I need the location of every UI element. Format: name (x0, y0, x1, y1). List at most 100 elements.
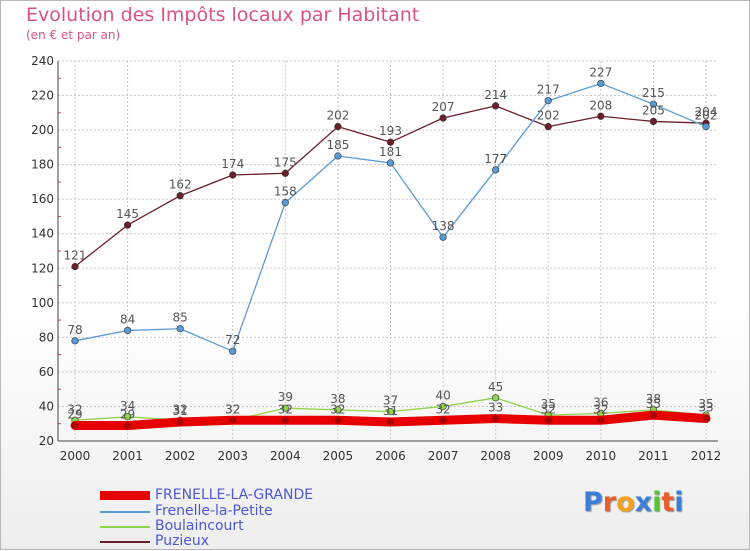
data-point-puzieux (649, 117, 658, 126)
data-label-frenelle-la-grande: 32 (225, 402, 240, 416)
data-label-puzieux: 207 (432, 100, 455, 114)
y-tick-label: 180 (31, 158, 54, 172)
data-point-puzieux (492, 102, 500, 110)
data-point-boulaincourt (281, 404, 289, 412)
data-point-puzieux (229, 171, 237, 179)
grid-lines (58, 60, 718, 441)
x-tick-label: 2009 (533, 449, 564, 463)
data-label-frenelle-la-petite: 217 (537, 83, 560, 97)
data-label-puzieux: 205 (642, 103, 665, 117)
data-label-frenelle-la-petite: 78 (67, 323, 82, 337)
data-point-frenelle-la-grande (544, 416, 552, 424)
data-point-boulaincourt (386, 408, 395, 416)
data-point-frenelle-la-grande (281, 416, 289, 424)
data-point-puzieux (334, 123, 342, 131)
data-label-frenelle-la-petite: 215 (642, 86, 665, 100)
data-point-boulaincourt (439, 402, 447, 411)
data-label-boulaincourt: 35 (698, 397, 713, 411)
data-point-frenelle-la-petite (281, 199, 289, 207)
data-label-frenelle-la-petite: 227 (589, 65, 612, 79)
data-point-frenelle-la-petite (492, 166, 500, 174)
data-label-puzieux: 193 (379, 124, 402, 138)
data-label-puzieux: 162 (169, 178, 192, 192)
y-tick-label: 160 (31, 192, 54, 206)
data-label-frenelle-la-grande: 32 (330, 402, 345, 416)
data-point-frenelle-la-grande (439, 416, 447, 424)
chart-subtitle: (en € et par an) (26, 28, 121, 42)
x-tick-label: 2005 (323, 449, 354, 463)
data-point-frenelle-la-petite (386, 159, 395, 167)
data-point-frenelle-la-petite (702, 123, 710, 131)
data-label-frenelle-la-grande: 32 (278, 402, 293, 416)
data-label-frenelle-la-grande: 29 (67, 407, 82, 421)
data-labels: 121 145 162 174 175 202 193 207 214 202 208 205 204 7… (64, 65, 718, 421)
data-point-puzieux (123, 221, 132, 229)
legend-label: Puzieux (155, 533, 210, 549)
x-tick-label: 2008 (480, 449, 511, 463)
data-point-puzieux (281, 169, 289, 177)
data-label-frenelle-la-grande: 32 (435, 402, 450, 416)
data-label-frenelle-la-petite: 138 (432, 219, 455, 233)
data-label-frenelle-la-petite: 185 (326, 138, 349, 152)
proxiti-logo: Proxiti (583, 487, 684, 518)
data-label-boulaincourt: 35 (541, 397, 556, 411)
x-tick-label: 2012 (691, 449, 722, 463)
x-tick-label: 2001 (112, 449, 143, 463)
legend-swatch-boulaincourt (100, 526, 150, 528)
data-label-frenelle-la-grande: 29 (120, 407, 135, 421)
data-label-puzieux: 202 (537, 109, 560, 123)
data-point-frenelle-la-grande (124, 421, 132, 429)
x-tick-label: 2002 (165, 449, 196, 463)
legend-swatch-frenelle-la-petite (100, 511, 150, 513)
data-point-boulaincourt (334, 406, 342, 414)
data-point-frenelle-la-grande (597, 416, 605, 424)
data-label-frenelle-la-petite: 202 (695, 109, 718, 123)
y-tick-label: 120 (31, 261, 54, 275)
data-label-frenelle-la-petite: 181 (379, 145, 402, 159)
y-tick-label: 20 (39, 434, 54, 448)
data-point-frenelle-la-petite (229, 347, 237, 355)
data-label-puzieux: 145 (116, 207, 139, 221)
legend-label: FRENELLE-LA-GRANDE (155, 487, 314, 503)
data-point-frenelle-la-grande (229, 416, 237, 424)
data-label-frenelle-la-petite: 72 (225, 333, 240, 347)
y-tick-label: 80 (39, 330, 54, 344)
x-tick-label: 2000 (60, 449, 91, 463)
data-label-puzieux: 204 (695, 105, 718, 119)
data-point-frenelle-la-petite (123, 326, 132, 335)
data-label-frenelle-la-grande: 33 (698, 401, 713, 415)
data-label-frenelle-la-petite: 84 (120, 312, 135, 326)
series-lines (70, 79, 711, 430)
data-label-boulaincourt: 36 (593, 395, 608, 409)
data-label-frenelle-la-grande: 31 (173, 404, 188, 418)
data-label-frenelle-la-grande: 31 (383, 404, 398, 418)
data-point-frenelle-la-petite (544, 97, 552, 105)
data-label-boulaincourt: 40 (435, 388, 450, 402)
legend-label: Frenelle-la-Petite (155, 503, 273, 519)
data-label-boulaincourt: 38 (330, 392, 345, 406)
data-label-puzieux: 214 (484, 88, 507, 102)
data-label-puzieux: 202 (326, 109, 349, 123)
data-point-puzieux (176, 192, 184, 200)
data-label-frenelle-la-grande: 33 (488, 401, 503, 415)
data-point-frenelle-la-petite (334, 152, 342, 160)
data-point-frenelle-la-grande (71, 421, 79, 429)
data-point-puzieux (71, 262, 79, 271)
data-label-frenelle-la-grande: 35 (646, 397, 661, 411)
data-point-frenelle-la-grande (334, 416, 342, 424)
y-tick-label: 140 (31, 227, 54, 241)
data-point-puzieux (544, 123, 552, 131)
data-point-frenelle-la-petite (597, 79, 605, 88)
data-label-puzieux: 121 (64, 249, 87, 263)
data-label-boulaincourt: 37 (383, 394, 398, 408)
y-tick-label: 200 (31, 123, 54, 137)
legend-label: Boulaincourt (155, 518, 244, 534)
data-point-boulaincourt (123, 413, 132, 421)
x-tick-label: 2003 (217, 449, 248, 463)
x-tick-label: 2011 (638, 449, 669, 463)
y-tick-label: 220 (31, 89, 54, 103)
data-label-boulaincourt: 39 (278, 390, 293, 404)
